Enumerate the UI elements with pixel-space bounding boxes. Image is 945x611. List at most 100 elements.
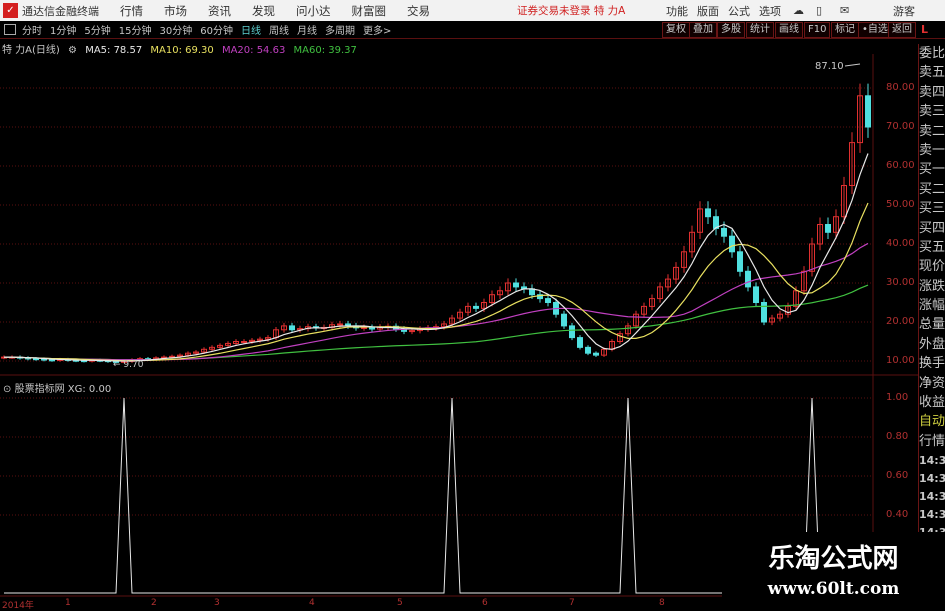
overlay-button[interactable]: 叠加 — [689, 22, 717, 38]
y-tick-label: 60.00 — [886, 160, 915, 171]
indicator-value: XG: 0.00 — [67, 384, 112, 395]
stock-period: (日线) — [32, 45, 60, 56]
candle-body — [689, 231, 695, 253]
candle-body — [729, 235, 735, 253]
period-tick[interactable]: 分时 — [22, 26, 42, 37]
period-15m[interactable]: 15分钟 — [118, 26, 152, 37]
side-label: 14:35 — [919, 490, 945, 504]
candle-body — [225, 342, 231, 346]
menu-wealth[interactable]: 财富圈 — [351, 3, 387, 18]
period-weekly[interactable]: 周线 — [268, 26, 289, 37]
period-1m[interactable]: 1分钟 — [50, 26, 77, 37]
candle-body — [721, 227, 727, 237]
settings-icon[interactable]: ⚙ — [68, 45, 77, 56]
x-tick: 3 — [214, 598, 220, 608]
candle-body — [185, 352, 191, 356]
menu-discover[interactable]: 发现 — [252, 3, 275, 18]
candle-body — [409, 330, 415, 333]
candle-body — [697, 208, 703, 233]
candle-body — [481, 302, 487, 309]
candle-body — [241, 341, 247, 343]
watermark-name: 乐淘公式网 — [768, 544, 899, 574]
message-icon[interactable]: ✉ — [840, 4, 850, 17]
panel-toggle-icon[interactable] — [4, 24, 16, 35]
low-price-label: ← 9.70 — [113, 360, 144, 370]
side-label: 买一 — [919, 162, 945, 178]
candle-body — [537, 294, 543, 300]
menu-market[interactable]: 市场 — [164, 3, 187, 18]
cloud-icon[interactable]: ☁ — [793, 4, 804, 17]
side-label: 行情 — [919, 433, 945, 449]
x-tick: 8 — [659, 598, 665, 608]
candle-body — [465, 305, 471, 313]
indicator-y-tick-label: 1.00 — [886, 392, 909, 403]
candle-body — [457, 311, 463, 319]
y-tick-label: 40.00 — [886, 238, 915, 249]
menu-quotes[interactable]: 行情 — [120, 3, 143, 18]
side-label: 涨跌 — [919, 278, 945, 294]
menu-options[interactable]: 选项 — [759, 4, 781, 18]
user-label[interactable]: 游客 — [893, 4, 915, 18]
candle-body — [857, 95, 863, 144]
candle-body — [625, 325, 631, 335]
side-label: 买二 — [919, 181, 945, 197]
menu-ask[interactable]: 问小达 — [296, 3, 331, 18]
candle-body — [673, 266, 679, 280]
menu-function[interactable]: 功能 — [666, 4, 688, 18]
side-label: 卖一 — [919, 142, 945, 158]
watchlist-button[interactable]: •自选 — [858, 22, 892, 38]
indicator-y-tick-label: 0.80 — [886, 431, 909, 442]
menu-trade[interactable]: 交易 — [407, 3, 430, 18]
candle-body — [201, 348, 207, 353]
stats-button[interactable]: 统计 — [746, 22, 774, 38]
side-label: 卖三 — [919, 104, 945, 120]
indicator-settings-icon[interactable]: ⊙ — [3, 384, 12, 395]
candle-body — [633, 313, 639, 327]
menu-news[interactable]: 资讯 — [208, 3, 231, 18]
multi-stock-button[interactable]: 多股 — [717, 22, 745, 38]
period-daily[interactable]: 日线 — [240, 26, 261, 37]
side-label: 14:35 — [919, 508, 945, 522]
f10-button[interactable]: F10 — [804, 22, 831, 38]
candle-body — [337, 323, 343, 326]
period-monthly[interactable]: 月线 — [296, 26, 317, 37]
period-60m[interactable]: 60分钟 — [200, 26, 233, 37]
period-30m[interactable]: 30分钟 — [159, 26, 193, 37]
candle-body — [193, 351, 199, 354]
candle-body — [761, 302, 767, 323]
x-tick: 1 — [65, 598, 71, 608]
phone-icon[interactable]: ▯ — [816, 4, 823, 17]
candle-body — [641, 305, 647, 315]
candle-body — [705, 208, 711, 218]
candle-body — [665, 278, 671, 288]
candle-body — [177, 354, 183, 357]
candle-body — [593, 352, 599, 356]
x-tick: 5 — [397, 598, 403, 608]
x-tick: 2014年 — [2, 601, 34, 611]
candle-body — [681, 251, 687, 268]
back-button[interactable]: 返回 — [888, 22, 916, 38]
side-label: 涨幅 — [919, 298, 945, 314]
ma5-line — [4, 153, 869, 362]
period-toolbar: 分时 1分钟 5分钟 15分钟 30分钟 60分钟 日线 周线 月线 多周期 更… — [0, 21, 945, 39]
candle-body — [33, 358, 39, 361]
watermark: 乐淘公式网 www.60lt.com — [722, 532, 945, 609]
menu-formula[interactable]: 公式 — [728, 4, 750, 18]
side-label: 换手 — [919, 356, 945, 372]
side-label: 卖二 — [919, 123, 945, 139]
ma-info-bar: 特 力A(日线) ⚙ MA5: 78.57 MA10: 69.30 MA20: … — [2, 41, 362, 56]
period-multi[interactable]: 多周期 — [324, 26, 355, 37]
login-status[interactable]: 证券交易未登录 特 力A — [517, 5, 626, 17]
high-price-pointer — [844, 63, 861, 67]
menu-layout[interactable]: 版面 — [697, 4, 719, 18]
y-tick-label: 70.00 — [886, 121, 915, 132]
period-5m[interactable]: 5分钟 — [84, 26, 111, 37]
lr-indicator: L — [921, 23, 929, 36]
draw-button[interactable]: 画线 — [775, 22, 803, 38]
candle-body — [777, 313, 783, 319]
side-label: 自动 — [919, 414, 945, 430]
candle-body — [545, 298, 551, 304]
period-more[interactable]: 更多> — [362, 26, 392, 37]
x-tick: 6 — [482, 598, 488, 608]
